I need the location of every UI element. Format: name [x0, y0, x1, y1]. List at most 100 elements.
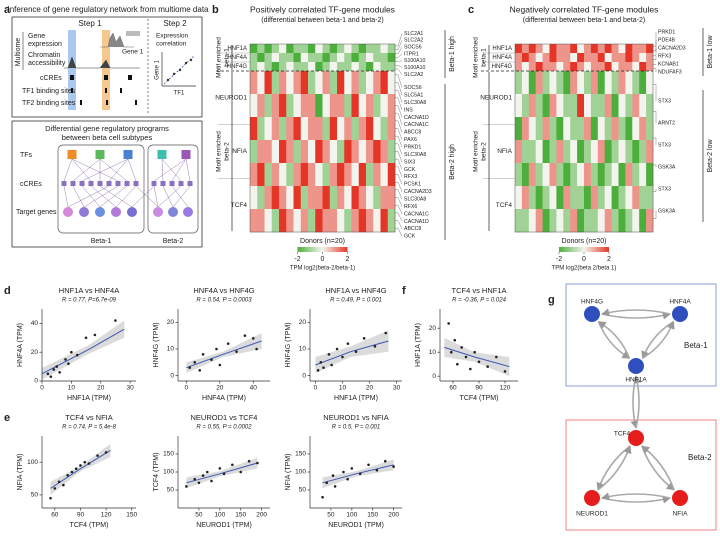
heatmap-cell [300, 94, 309, 118]
heatmap-cell [257, 94, 265, 118]
heatmap-cell [584, 94, 592, 118]
heatmap-cell [639, 62, 647, 72]
node-label: HNF4G [581, 299, 603, 306]
heatmap-cell [308, 186, 316, 210]
heatmap-cell [344, 62, 352, 72]
heatmap-cell [322, 53, 331, 63]
heatmap-cell [597, 117, 605, 141]
group-box [565, 419, 717, 531]
edge [601, 492, 671, 501]
heatmap-cell [570, 44, 578, 54]
heatmap-cell [337, 209, 345, 233]
heatmap-cell [250, 53, 258, 63]
heatmap-cell [542, 209, 550, 233]
heatmap-cell [264, 163, 273, 187]
heatmap-cell [308, 53, 316, 63]
heatmap-cell [604, 140, 612, 164]
axis-label: TF1 [174, 91, 185, 97]
box-title: Differential gene regulatory programs [45, 124, 169, 133]
heatmap-cell [549, 209, 557, 233]
heatmap-cell [542, 62, 550, 72]
point [354, 350, 358, 353]
heatmap-cell [308, 140, 316, 164]
heatmap-cell [250, 140, 258, 164]
gene-connector [395, 40, 403, 50]
gene-label: S100A10 [404, 65, 425, 71]
heatmap-cell [597, 44, 605, 54]
heatmap-cell [556, 163, 564, 187]
edge [641, 445, 675, 491]
gene-label: ABCC8 [404, 130, 421, 136]
tf-label: NEUROD1 [480, 95, 512, 102]
heatmap-cell [556, 186, 564, 210]
trend-line [322, 464, 394, 484]
edge [161, 158, 182, 182]
chart-title: NEUROD1 vs TCF4 [191, 413, 258, 422]
edge [162, 185, 174, 208]
point [247, 459, 251, 463]
heatmap-cell [577, 163, 585, 187]
y-tick-label: 100 [163, 469, 174, 476]
heatmap-cell [329, 71, 338, 95]
heatmap-border [249, 43, 396, 233]
heatmap-cell [257, 62, 265, 72]
x-axis-label: HNF1A (TPM) [334, 395, 378, 402]
heatmap-cell [549, 140, 557, 164]
edge [642, 320, 675, 360]
point [319, 361, 323, 364]
x-tick-label: 200 [388, 512, 399, 519]
colorbar-label: TPM log2(beta-2/beta-1) [290, 266, 355, 272]
panel-label: c [468, 4, 474, 16]
heatmap-cell [563, 186, 571, 210]
heatmap-cell [556, 62, 564, 72]
heatmap-cell [604, 62, 612, 72]
gene-connector [395, 204, 403, 215]
chart-title: HNF1A vs HNF4A [59, 286, 119, 295]
heatmap-cell [279, 44, 287, 54]
heatmap-cell [387, 117, 396, 141]
y-tick-label: 150 [295, 451, 306, 458]
chart-subtitle: R = 0.77, P=6.7e-09 [62, 298, 117, 304]
tf-label: HNF1A [492, 46, 512, 52]
heatmap-cell [639, 117, 647, 141]
heatmap-cell [271, 62, 280, 72]
heatmap-cell [639, 53, 647, 63]
heatmap-cell [351, 163, 360, 187]
heatmap-cell [521, 140, 530, 164]
gene-label: STX3 [658, 98, 671, 104]
heatmap-cell [250, 44, 258, 54]
heatmap-cell [542, 53, 550, 63]
heatmap-cell [535, 71, 543, 95]
heatmap-cell [315, 140, 323, 164]
heatmap-cell [515, 209, 523, 233]
heatmap-cell [577, 117, 585, 141]
heatmap-cell [515, 140, 523, 164]
heatmap-cell [556, 140, 564, 164]
heatmap-cell [611, 71, 619, 95]
heatmap-cell [337, 44, 345, 54]
point [104, 451, 108, 454]
heatmap-cell [556, 94, 564, 118]
ccre-icon [61, 181, 67, 186]
gene-connector [395, 174, 403, 185]
gene-label: ABCC8 [404, 226, 421, 232]
y-tick-label: 20 [167, 319, 175, 326]
target-icon [63, 207, 73, 217]
tf-label: HNF4A [492, 55, 512, 61]
heatmap-cell [590, 209, 599, 233]
heatmap-cell [632, 140, 640, 164]
heatmap-cell [358, 94, 367, 118]
point [375, 468, 379, 472]
heatmap-cell [329, 62, 338, 72]
heatmap-cell [521, 62, 530, 72]
step-label: Step 1 [78, 19, 102, 28]
heatmap-cell [542, 44, 550, 54]
gene-icon [126, 31, 140, 36]
x-tick-label: 200 [256, 512, 267, 519]
confidence-band [186, 333, 262, 373]
heatmap-cell [646, 140, 654, 164]
edge [601, 308, 671, 317]
y-tick-label: 0 [432, 373, 436, 380]
heatmap-cell [611, 94, 619, 118]
heatmap-cell [570, 71, 578, 95]
